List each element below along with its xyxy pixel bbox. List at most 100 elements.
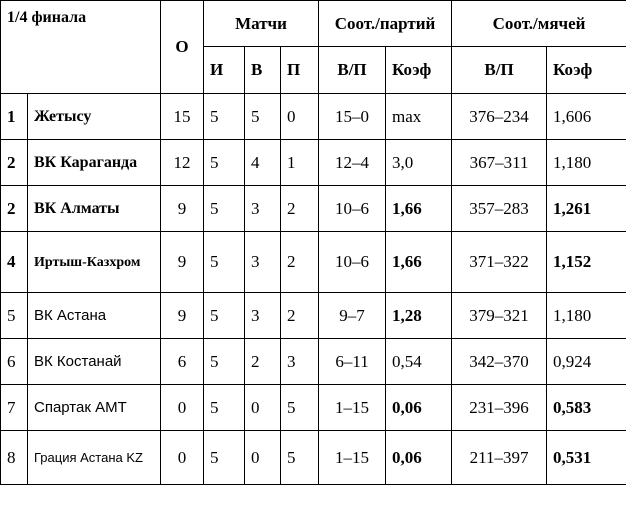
balls-cell: 379–321: [451, 292, 548, 339]
balls-coef-cell: 1,180: [546, 139, 626, 186]
table-row: 2 ВК Караганда 12 5 4 1 12–4 3,0 367–311…: [0, 139, 626, 186]
place-cell: 7: [0, 384, 28, 431]
balls-coef-header: Коэф: [546, 46, 626, 94]
table-row: 1 Жетысу 15 5 5 0 15–0 max 376–234 1,606: [0, 93, 626, 140]
team-cell: Иртыш-Казхром: [26, 231, 162, 293]
lost-cell: 5: [280, 430, 320, 485]
place-cell: 4: [0, 231, 28, 293]
balls-coef-cell: 0,531: [546, 430, 626, 485]
balls-group-header: Соот./мячей: [451, 0, 626, 47]
standings-table: 1/4 финала О Матчи Соот./партий Соот./мя…: [0, 0, 626, 485]
header-row-1: 1/4 финала О Матчи Соот./партий Соот./мя…: [0, 0, 626, 94]
won-cell: 4: [244, 139, 282, 186]
stage-header: 1/4 финала: [0, 0, 162, 94]
table-row: 4 Иртыш-Казхром 9 5 3 2 10–6 1,66 371–32…: [0, 231, 626, 293]
played-header: И: [203, 46, 246, 94]
sets-cell: 10–6: [318, 185, 387, 232]
place-cell: 2: [0, 185, 28, 232]
matches-header: Матчи: [203, 0, 320, 47]
sets-coef-cell: 0,06: [385, 384, 453, 431]
won-cell: 5: [244, 93, 282, 140]
sets-coef-header: Коэф: [385, 46, 453, 94]
sets-group-header: Соот./партий: [318, 0, 453, 47]
balls-coef-cell: 1,606: [546, 93, 626, 140]
lost-header: П: [280, 46, 320, 94]
balls-wl-header: В/П: [451, 46, 548, 94]
lost-cell: 5: [280, 384, 320, 431]
sets-coef-cell: 1,66: [385, 231, 453, 293]
balls-cell: 376–234: [451, 93, 548, 140]
sets-cell: 12–4: [318, 139, 387, 186]
balls-cell: 231–396: [451, 384, 548, 431]
won-header: В: [244, 46, 282, 94]
balls-coef-cell: 0,924: [546, 338, 626, 385]
balls-coef-cell: 0,583: [546, 384, 626, 431]
won-cell: 0: [244, 430, 282, 485]
balls-cell: 342–370: [451, 338, 548, 385]
team-cell: ВК Астана: [26, 292, 162, 339]
balls-cell: 371–322: [451, 231, 548, 293]
place-cell: 2: [0, 139, 28, 186]
balls-cell: 367–311: [451, 139, 548, 186]
sets-cell: 15–0: [318, 93, 387, 140]
played-cell: 5: [203, 231, 246, 293]
lost-cell: 2: [280, 292, 320, 339]
played-cell: 5: [203, 430, 246, 485]
sets-coef-cell: 1,28: [385, 292, 453, 339]
played-cell: 5: [203, 139, 246, 186]
lost-cell: 2: [280, 185, 320, 232]
place-cell: 8: [0, 430, 28, 485]
team-cell: ВК Костанай: [26, 338, 162, 385]
sets-coef-cell: 0,54: [385, 338, 453, 385]
lost-cell: 0: [280, 93, 320, 140]
won-cell: 0: [244, 384, 282, 431]
balls-cell: 211–397: [451, 430, 548, 485]
sets-cell: 9–7: [318, 292, 387, 339]
table-row: 7 Спартак АМТ 0 5 0 5 1–15 0,06 231–396 …: [0, 384, 626, 431]
table-row: 5 ВК Астана 9 5 3 2 9–7 1,28 379–321 1,1…: [0, 292, 626, 339]
table-row: 6 ВК Костанай 6 5 2 3 6–11 0,54 342–370 …: [0, 338, 626, 385]
won-cell: 3: [244, 292, 282, 339]
points-cell: 9: [160, 292, 205, 339]
sets-cell: 10–6: [318, 231, 387, 293]
won-cell: 3: [244, 231, 282, 293]
lost-cell: 2: [280, 231, 320, 293]
place-cell: 5: [0, 292, 28, 339]
points-cell: 0: [160, 430, 205, 485]
balls-coef-cell: 1,261: [546, 185, 626, 232]
place-cell: 6: [0, 338, 28, 385]
sets-coef-cell: max: [385, 93, 453, 140]
balls-coef-cell: 1,152: [546, 231, 626, 293]
won-cell: 2: [244, 338, 282, 385]
won-cell: 3: [244, 185, 282, 232]
sets-wl-header: В/П: [318, 46, 387, 94]
sets-cell: 6–11: [318, 338, 387, 385]
played-cell: 5: [203, 93, 246, 140]
played-cell: 5: [203, 292, 246, 339]
sets-coef-cell: 1,66: [385, 185, 453, 232]
points-cell: 15: [160, 93, 205, 140]
team-cell: ВК Караганда: [26, 139, 162, 186]
balls-cell: 357–283: [451, 185, 548, 232]
sets-coef-cell: 3,0: [385, 139, 453, 186]
points-cell: 12: [160, 139, 205, 186]
sets-cell: 1–15: [318, 384, 387, 431]
lost-cell: 1: [280, 139, 320, 186]
table-row: 8 Грация Астана KZ 0 5 0 5 1–15 0,06 211…: [0, 430, 626, 485]
team-cell: Жетысу: [26, 93, 162, 140]
played-cell: 5: [203, 185, 246, 232]
lost-cell: 3: [280, 338, 320, 385]
played-cell: 5: [203, 338, 246, 385]
sets-coef-cell: 0,06: [385, 430, 453, 485]
place-cell: 1: [0, 93, 28, 140]
table-row: 2 ВК Алматы 9 5 3 2 10–6 1,66 357–283 1,…: [0, 185, 626, 232]
team-cell: ВК Алматы: [26, 185, 162, 232]
sets-cell: 1–15: [318, 430, 387, 485]
team-cell: Спартак АМТ: [26, 384, 162, 431]
points-cell: 6: [160, 338, 205, 385]
points-header: О: [160, 0, 205, 94]
played-cell: 5: [203, 384, 246, 431]
points-cell: 9: [160, 231, 205, 293]
balls-coef-cell: 1,180: [546, 292, 626, 339]
header-row-2: И В П В/П Коэф В/П Коэф: [1, 46, 626, 94]
